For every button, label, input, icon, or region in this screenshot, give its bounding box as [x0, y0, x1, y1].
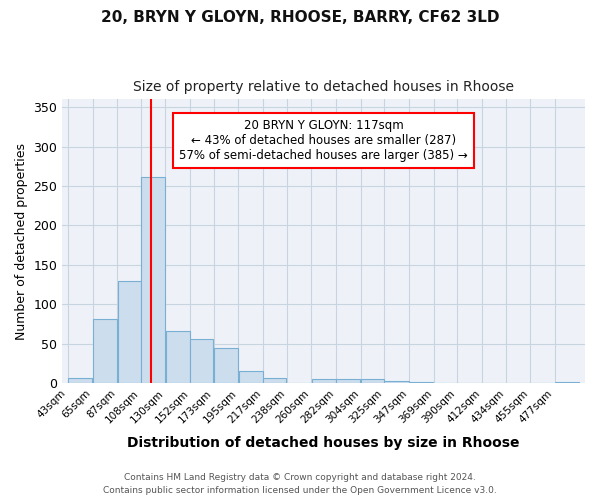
Text: Contains HM Land Registry data © Crown copyright and database right 2024.
Contai: Contains HM Land Registry data © Crown c…	[103, 474, 497, 495]
Y-axis label: Number of detached properties: Number of detached properties	[15, 143, 28, 340]
Bar	[239, 372, 263, 383]
Text: 20 BRYN Y GLOYN: 117sqm
← 43% of detached houses are smaller (287)
57% of semi-d: 20 BRYN Y GLOYN: 117sqm ← 43% of detache…	[179, 119, 468, 162]
Bar	[361, 379, 384, 383]
Text: 20, BRYN Y GLOYN, RHOOSE, BARRY, CF62 3LD: 20, BRYN Y GLOYN, RHOOSE, BARRY, CF62 3L…	[101, 10, 499, 25]
Bar	[93, 320, 117, 383]
Bar	[311, 379, 336, 383]
Bar	[555, 382, 579, 383]
Bar	[190, 339, 214, 383]
Bar	[263, 378, 286, 383]
Bar	[409, 382, 433, 383]
Bar	[118, 282, 140, 383]
Bar	[336, 379, 361, 383]
Bar	[68, 378, 92, 383]
Bar	[385, 381, 409, 383]
X-axis label: Distribution of detached houses by size in Rhoose: Distribution of detached houses by size …	[127, 436, 520, 450]
Title: Size of property relative to detached houses in Rhoose: Size of property relative to detached ho…	[133, 80, 514, 94]
Bar	[141, 176, 165, 383]
Bar	[214, 348, 238, 383]
Bar	[166, 331, 190, 383]
